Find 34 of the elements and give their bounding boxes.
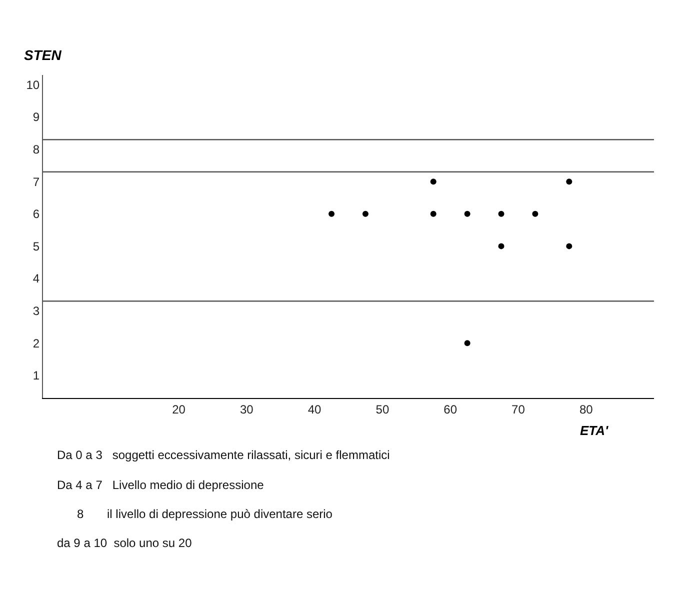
point [430,210,436,217]
x-tick-label: 60 [444,402,458,416]
y-tick-label: 7 [32,174,40,189]
text: 8 il livello di depressione può diventare serio [57,507,333,521]
text: da 9 a 10 solo uno su 20 [57,536,192,550]
point [464,340,470,346]
x-tick-label: 40 [308,402,322,416]
point [566,178,572,185]
point [362,210,368,217]
point [566,243,572,250]
y-tick-label: 1 [32,368,40,383]
y-tick-label: 5 [32,239,40,254]
y-tick-label: 3 [32,304,40,318]
text: Da 4 a 7 Livello medio di depressione [57,478,264,492]
x-tick-label: 30 [240,402,254,416]
point [328,210,335,217]
y-tick-label: 8 [32,142,40,156]
y-tick-label: 9 [32,110,40,124]
point [464,210,470,217]
y-tick-label: 6 [32,207,40,222]
y-tick-label: 10 [26,78,40,92]
y-tick-label: 2 [32,336,40,350]
point [430,178,436,185]
x-tick-label: 70 [512,402,526,416]
point [532,210,538,217]
point [498,243,504,250]
x-tick-label: 80 [579,402,594,416]
x-axis-title: ETA' [580,423,610,438]
x-tick-label: 50 [376,402,390,416]
x-tick-label: 20 [172,402,186,416]
y-axis-title: STEN [24,47,62,63]
y-tick-label: 4 [32,272,40,286]
point [498,210,504,217]
text: Da 0 a 3 soggetti eccessivamente rilassati, sicuri e flemmatici [57,448,390,462]
